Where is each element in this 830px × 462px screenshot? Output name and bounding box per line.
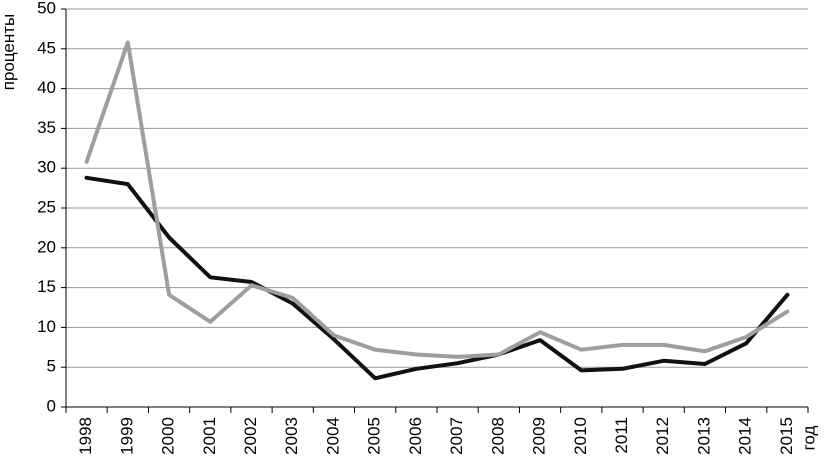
x-tick-label: 2005 xyxy=(365,417,384,455)
x-tick-label: 1998 xyxy=(76,417,95,455)
x-tick-label: 2010 xyxy=(571,417,590,455)
x-tick-labels: 1998 1999 2000 2001 2002 2003 2004 2005 2006 2007… xyxy=(76,417,796,455)
gridlines xyxy=(66,8,808,368)
y-tick-label: 30 xyxy=(37,158,56,177)
x-tick-label: 2002 xyxy=(241,417,260,455)
y-tick-label: 5 xyxy=(47,357,56,376)
x-tick-label: 2013 xyxy=(694,417,713,455)
x-axis-title: год xyxy=(799,426,818,451)
y-tick-label: 0 xyxy=(47,396,56,415)
x-tick-label: 2011 xyxy=(612,417,631,454)
x-tick-label: 2007 xyxy=(447,417,466,455)
x-tick-label: 2015 xyxy=(777,417,796,455)
series-line-1 xyxy=(84,175,790,381)
x-tick-label: 2000 xyxy=(159,417,178,455)
y-tick-label: 10 xyxy=(37,317,56,336)
x-tick-label: 1999 xyxy=(117,417,136,455)
x-tick-label: 2014 xyxy=(736,417,755,455)
x-tick-label: 2004 xyxy=(323,417,342,455)
y-tick-label: 35 xyxy=(37,118,56,137)
y-tick-label: 20 xyxy=(37,237,56,256)
y-tick-label: 45 xyxy=(37,38,56,57)
y-tick-label: 50 xyxy=(37,0,56,17)
series-lines xyxy=(84,40,790,381)
x-tick-label: 2008 xyxy=(488,417,507,455)
x-tick-label: 2001 xyxy=(200,417,219,455)
x-tick-label: 2006 xyxy=(406,417,425,455)
x-tick-label: 2003 xyxy=(282,417,301,455)
y-tick-label: 15 xyxy=(37,277,56,296)
x-tick-label: 2009 xyxy=(530,417,549,455)
series-line-2 xyxy=(84,40,790,359)
y-tick-label: 40 xyxy=(37,78,56,97)
y-axis-title: проценты xyxy=(0,14,18,91)
x-tick-label: 2012 xyxy=(653,417,672,455)
axes xyxy=(61,8,809,413)
y-tick-label: 25 xyxy=(37,197,56,216)
y-tick-labels: 0 5 10 15 20 25 30 35 40 45 50 xyxy=(37,0,56,415)
